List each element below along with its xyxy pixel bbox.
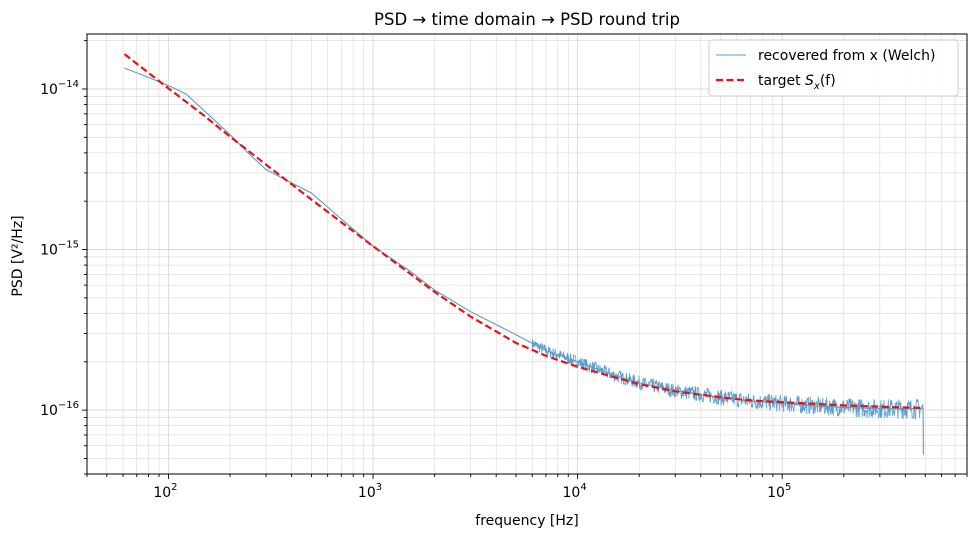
x-tick-label: 102 [153,482,177,501]
y-tick-label: 10−15 [40,240,79,259]
legend-label-target: target Sx(f) [758,73,836,92]
x-tick-label: 104 [563,482,587,501]
x-tick-label: 103 [358,482,382,501]
series-recovered-line [124,67,924,455]
x-axis-label: frequency [Hz] [475,513,578,529]
legend-box [708,39,959,97]
legend: recovered from x (Welch) target Sx(f) [708,39,959,97]
axis-ticks: 102 103 104 105 10−14 10−15 10−16 [40,40,968,501]
plot-series [123,53,924,455]
y-tick-label: 10−14 [40,79,79,98]
chart-title: PSD → time domain → PSD round trip [374,10,680,29]
y-tick-label: 10−16 [40,400,79,419]
series-target-line [123,53,924,410]
x-tick-label: 105 [767,482,791,501]
legend-label-recovered: recovered from x (Welch) [758,48,935,64]
plot-frame [86,33,968,475]
y-axis-label: PSD [V²/Hz] [10,215,26,296]
